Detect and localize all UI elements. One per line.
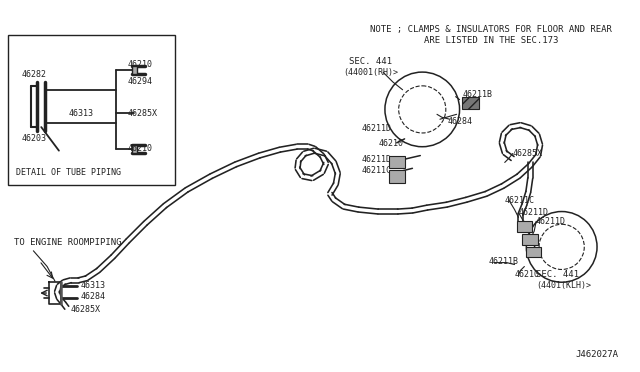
Text: 46285X: 46285X [513,149,543,158]
Text: J462027A: J462027A [575,350,619,359]
Text: 46284: 46284 [448,117,473,126]
Text: 46203: 46203 [22,134,47,143]
Text: 46211B: 46211B [489,257,519,266]
Bar [389,170,404,183]
Text: 46282: 46282 [22,70,47,78]
Text: 46313: 46313 [68,109,93,118]
Text: NOTE ; CLAMPS & INSULATORS FOR FLOOR AND REAR: NOTE ; CLAMPS & INSULATORS FOR FLOOR AND… [370,25,612,34]
Text: SEC. 441: SEC. 441 [349,57,392,66]
Text: 46211C: 46211C [505,196,535,205]
Bar [8,35,175,185]
Bar [516,221,532,232]
Text: DETAIL OF TUBE PIPING: DETAIL OF TUBE PIPING [16,168,121,177]
Text: 46284: 46284 [81,292,106,301]
Bar [461,97,479,109]
Bar [389,155,404,168]
Bar [132,66,138,74]
Text: 46294: 46294 [127,77,153,86]
Text: 46210: 46210 [127,144,153,153]
Text: (44001(RH)>: (44001(RH)> [344,68,399,77]
Text: 46313: 46313 [81,281,106,290]
Bar [132,145,138,153]
Text: 46211B: 46211B [463,90,493,99]
Bar [522,234,538,245]
Text: (4401(KLH)>: (4401(KLH)> [536,281,591,290]
Text: 46211C: 46211C [362,166,392,175]
Text: 46210: 46210 [379,139,404,148]
Text: 46211D: 46211D [535,217,565,227]
Text: TO ENGINE ROOMPIPING: TO ENGINE ROOMPIPING [13,238,121,247]
Text: 46211D: 46211D [518,208,548,217]
Text: 46210: 46210 [127,60,153,69]
Bar [526,247,541,257]
Text: SEC. 441: SEC. 441 [536,270,579,279]
Text: ARE LISTED IN THE SEC.173: ARE LISTED IN THE SEC.173 [424,36,558,45]
Text: 46211D: 46211D [362,155,392,164]
Text: 46285X: 46285X [70,305,100,314]
Text: 46211D: 46211D [362,124,392,133]
Text: 46210: 46210 [515,270,540,279]
Text: 46285X: 46285X [127,109,157,118]
